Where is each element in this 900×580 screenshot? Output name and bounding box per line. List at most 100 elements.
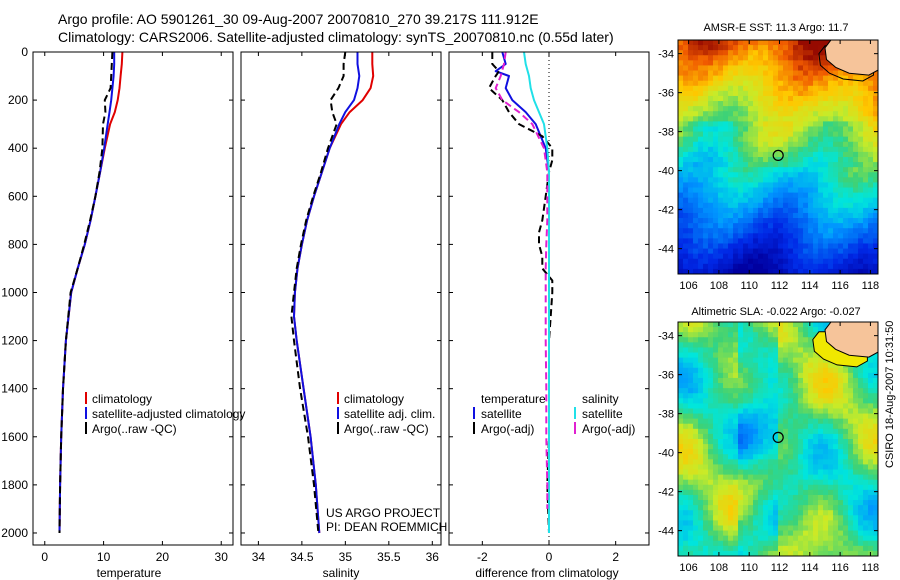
sla-cell — [758, 489, 764, 496]
sla-cell — [738, 352, 744, 359]
sla-cell — [778, 515, 784, 521]
sst-cell — [873, 197, 878, 204]
sla-cell — [873, 408, 878, 415]
sla-cell — [798, 515, 804, 521]
sst-cell — [728, 136, 734, 143]
sla-cell — [833, 423, 839, 430]
sla-cell — [863, 489, 869, 496]
sst-cell — [828, 218, 834, 224]
sla-cell — [798, 327, 804, 333]
sst-cell — [683, 172, 689, 178]
sla-cell — [688, 352, 694, 359]
sla-cell — [843, 388, 849, 394]
sla-cell — [843, 505, 849, 511]
sst-cell — [863, 101, 869, 107]
sla-cell — [873, 372, 878, 379]
sla-cell — [848, 525, 854, 532]
sst-cell — [823, 106, 829, 112]
sla-cell — [703, 433, 709, 440]
sst-cell — [748, 162, 754, 168]
sst-cell — [718, 95, 724, 102]
sst-cell — [778, 238, 784, 245]
sst-cell — [738, 95, 744, 102]
sst-cell — [863, 263, 869, 270]
sla-cell — [813, 459, 819, 466]
sla-cell — [708, 408, 714, 415]
sla-cell — [758, 337, 764, 343]
temperature-panel: 0 10 20 30020040060080010001200140016001800… — [1, 45, 245, 580]
sla-cell — [743, 357, 749, 364]
sla-cell — [803, 505, 809, 511]
sla-cell — [828, 520, 834, 527]
sst-cell — [738, 192, 744, 199]
sla-cell — [723, 525, 729, 532]
sla-cell — [798, 362, 804, 369]
sla-cell — [833, 408, 839, 415]
sst-cell — [683, 111, 689, 117]
sla-cell — [733, 413, 739, 420]
sla-cell — [838, 454, 844, 460]
sla-cell — [843, 454, 849, 460]
sla-cell — [813, 327, 819, 333]
sst-cell — [848, 101, 854, 107]
sst-cell — [853, 101, 859, 107]
sla-cell — [868, 377, 874, 384]
sst-cell — [833, 116, 839, 122]
sst-cell — [813, 258, 819, 265]
sst-cell — [853, 218, 859, 224]
sst-cell — [778, 111, 784, 117]
sla-cell — [768, 423, 774, 430]
sla-cell — [803, 377, 809, 384]
sst-cell — [808, 146, 814, 153]
sla-cell — [858, 464, 864, 471]
sst-cell — [763, 90, 769, 97]
sla-lat-label: -36 — [658, 370, 674, 382]
sst-cell — [818, 248, 824, 255]
sst-cell — [748, 85, 754, 92]
sla-cell — [693, 515, 699, 521]
sst-cell — [873, 172, 878, 178]
sst-cell — [773, 40, 779, 46]
sst-cell — [838, 157, 844, 163]
sst-cell — [718, 192, 724, 199]
temperature-series-satellite-adjusted-climatology — [58, 52, 116, 534]
sla-cell — [728, 500, 734, 506]
sla-cell — [783, 520, 789, 527]
sst-cell — [748, 248, 754, 255]
sst-cell — [813, 65, 819, 72]
sst-cell — [693, 157, 699, 163]
sst-cell — [753, 111, 759, 117]
sla-cell — [733, 362, 739, 369]
sla-cell — [758, 525, 764, 532]
sla-cell — [763, 372, 769, 379]
sst-cell — [773, 177, 779, 184]
sla-cell — [733, 403, 739, 410]
sla-cell — [748, 474, 754, 481]
sst-cell — [683, 60, 689, 67]
sst-cell — [838, 141, 844, 148]
sla-cell — [848, 372, 854, 379]
sla-cell — [823, 444, 829, 450]
sla-cell — [833, 525, 839, 532]
sla-cell — [713, 362, 719, 369]
sla-cell — [758, 327, 764, 333]
sst-cell — [848, 212, 854, 219]
sst-cell — [833, 223, 839, 229]
sst-cell — [803, 101, 809, 107]
sst-cell — [783, 223, 789, 229]
sst-cell — [693, 75, 699, 82]
sla-cell — [783, 362, 789, 369]
sla-cell — [703, 327, 709, 333]
sst-cell — [798, 136, 804, 143]
sla-cell — [683, 525, 689, 532]
sla-cell — [693, 530, 699, 537]
sst-cell — [818, 60, 824, 67]
sla-cell — [833, 393, 839, 399]
sst-cell — [678, 90, 684, 97]
sst-cell — [683, 70, 689, 77]
sst-cell — [693, 101, 699, 107]
sla-cell — [813, 388, 819, 394]
sst-cell — [868, 243, 874, 250]
sst-cell — [873, 121, 878, 128]
sst-cell — [693, 182, 699, 189]
